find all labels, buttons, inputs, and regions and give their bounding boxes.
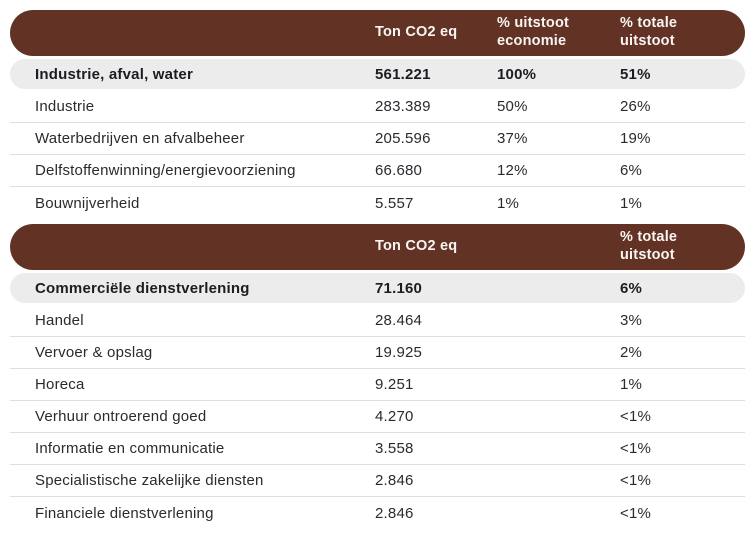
col-header-pct-totale-uitstoot: % totale uitstoot (620, 229, 735, 264)
cell-ton: 3.558 (375, 440, 414, 457)
cell-ton: 2.846 (375, 472, 414, 489)
cell-ton: 283.389 (375, 98, 431, 115)
cell-pct-totale: 19% (620, 130, 651, 147)
table2-rows: Handel 28.464 3% Vervoer & opslag 19.925… (10, 305, 745, 529)
total-row-label: Industrie, afval, water (35, 65, 193, 83)
total-cell-ton: 561.221 (375, 65, 431, 83)
cell-ton: 28.464 (375, 312, 423, 329)
cell-pct-totale: <1% (620, 504, 652, 522)
cell-pct-totale: 26% (620, 98, 651, 115)
cell-ton: 4.270 (375, 408, 414, 425)
table-row: Waterbedrijven en afvalbeheer 205.596 37… (10, 123, 745, 155)
cell-pct-totale: 2% (620, 344, 643, 361)
col-header-pct-totale-uitstoot-label: % totale uitstoot (620, 15, 678, 49)
cell-ton: 5.557 (375, 194, 414, 212)
row-label: Industrie (35, 98, 95, 115)
table-row: Handel 28.464 3% (10, 305, 745, 337)
cell-pct-totale: 6% (620, 162, 643, 179)
table1-header-bar: Ton CO2 eq % uitstoot economie % totale … (10, 10, 745, 56)
table-row: Bouwnijverheid 5.557 1% 1% (10, 187, 745, 219)
table-row: Informatie en communicatie 3.558 <1% (10, 433, 745, 465)
total-cell-ton: 71.160 (375, 279, 423, 297)
row-label: Waterbedrijven en afvalbeheer (35, 130, 245, 147)
row-label: Informatie en communicatie (35, 440, 225, 457)
col-header-ton-co2-label: Ton CO2 eq (375, 238, 458, 255)
cell-pct-totale: 1% (620, 194, 643, 212)
table1-total-row: Industrie, afval, water 561.221 100% 51% (10, 59, 745, 89)
cell-pct-totale: 1% (620, 376, 643, 393)
table-row: Horeca 9.251 1% (10, 369, 745, 401)
cell-ton: 66.680 (375, 162, 423, 179)
total-cell-pct-totale: 6% (620, 279, 643, 297)
table-row: Delfstoffenwinning/energievoorziening 66… (10, 155, 745, 187)
total-row-label: Commerciële dienstverlening (35, 279, 250, 297)
cell-pct-economie: 12% (497, 162, 528, 179)
table-row: Financiele dienstverlening 2.846 <1% (10, 497, 745, 529)
row-label: Delfstoffenwinning/energievoorziening (35, 162, 296, 179)
col-header-ton-co2: Ton CO2 eq (375, 24, 497, 42)
cell-ton: 9.251 (375, 376, 414, 393)
total-cell-pct-totale: 51% (620, 65, 651, 83)
cell-pct-totale: <1% (620, 440, 652, 457)
row-label: Specialistische zakelijke diensten (35, 472, 264, 489)
row-label: Bouwnijverheid (35, 194, 140, 212)
col-header-ton-co2: Ton CO2 eq (375, 238, 620, 256)
table1-rows: Industrie 283.389 50% 26% Waterbedrijven… (10, 91, 745, 219)
col-header-ton-co2-label: Ton CO2 eq (375, 24, 458, 41)
cell-pct-totale: <1% (620, 408, 652, 425)
row-label: Verhuur ontroerend goed (35, 408, 207, 425)
row-label: Vervoer & opslag (35, 344, 153, 361)
cell-pct-economie: 50% (497, 98, 528, 115)
table-row: Vervoer & opslag 19.925 2% (10, 337, 745, 369)
cell-ton: 2.846 (375, 504, 414, 522)
table-row: Specialistische zakelijke diensten 2.846… (10, 465, 745, 497)
col-header-pct-uitstoot-economie-label: % uitstoot economie (497, 15, 570, 49)
row-label: Financiele dienstverlening (35, 504, 214, 522)
cell-pct-economie: 1% (497, 194, 520, 212)
total-cell-pct-economie: 100% (497, 65, 537, 83)
table-row: Industrie 283.389 50% 26% (10, 91, 745, 123)
cell-pct-economie: 37% (497, 130, 528, 147)
cell-ton: 205.596 (375, 130, 431, 147)
table2-total-row: Commerciële dienstverlening 71.160 6% (10, 273, 745, 303)
row-label: Handel (35, 312, 84, 329)
col-header-pct-uitstoot-economie: % uitstoot economie (497, 15, 620, 50)
col-header-pct-totale-uitstoot-label: % totale uitstoot (620, 229, 678, 263)
cell-pct-totale: 3% (620, 312, 643, 329)
cell-pct-totale: <1% (620, 472, 652, 489)
row-label: Horeca (35, 376, 85, 393)
table2-header-bar: Ton CO2 eq % totale uitstoot (10, 224, 745, 270)
table-row: Verhuur ontroerend goed 4.270 <1% (10, 401, 745, 433)
cell-ton: 19.925 (375, 344, 423, 361)
col-header-pct-totale-uitstoot: % totale uitstoot (620, 15, 735, 50)
